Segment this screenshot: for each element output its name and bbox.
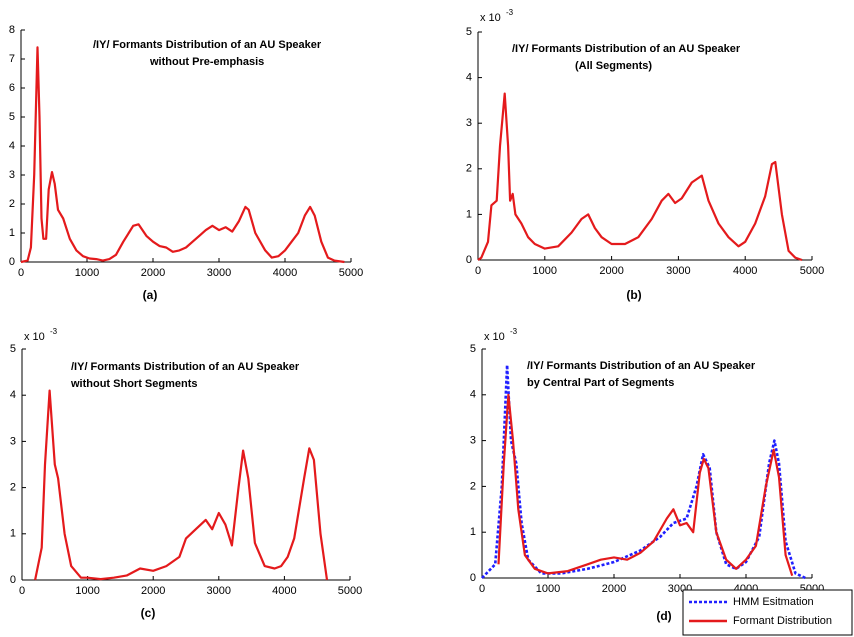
chart-title: /IY/ Formants Distribution of an AU Spea… <box>93 39 322 51</box>
x-tick-label: 2000 <box>141 267 165 279</box>
chart-title: (All Segments) <box>575 60 652 72</box>
chart-title: by Central Part of Segments <box>527 377 674 389</box>
x-tick-label: 1000 <box>536 583 560 595</box>
y-tick-label: 4 <box>9 140 15 152</box>
y-scale-exponent: -3 <box>506 8 514 17</box>
x-tick-label: 5000 <box>339 267 363 279</box>
chart-title: without Short Segments <box>70 378 198 390</box>
y-tick-label: 4 <box>10 389 16 401</box>
x-tick-label: 3000 <box>207 267 231 279</box>
y-tick-label: 6 <box>9 82 15 94</box>
data-line <box>34 389 329 581</box>
y-tick-label: 1 <box>466 208 472 220</box>
y-scale-base: x 10 <box>484 331 505 343</box>
y-tick-label: 2 <box>9 198 15 210</box>
y-scale-base: x 10 <box>24 331 45 343</box>
x-tick-label: 4000 <box>272 585 296 597</box>
panel-label: (c) <box>141 606 156 620</box>
chart-title: /IY/ Formants Distribution of an AU Spea… <box>71 361 300 373</box>
y-tick-label: 0 <box>466 254 472 266</box>
y-tick-label: 0 <box>9 256 15 268</box>
y-tick-label: 3 <box>9 169 15 181</box>
data-line <box>20 46 345 264</box>
y-tick-label: 2 <box>10 482 16 494</box>
y-tick-label: 7 <box>9 53 15 65</box>
y-tick-label: 2 <box>466 163 472 175</box>
legend-label: HMM Esitmation <box>733 596 814 608</box>
y-tick-label: 8 <box>9 24 15 36</box>
y-tick-label: 5 <box>10 343 16 355</box>
chart-title: /IY/ Formants Distribution of an AU Spea… <box>512 43 741 55</box>
y-tick-label: 0 <box>470 572 476 584</box>
data-line <box>477 92 803 262</box>
y-tick-label: 3 <box>470 435 476 447</box>
x-tick-label: 1000 <box>533 265 557 277</box>
y-tick-label: 4 <box>466 72 472 84</box>
data-line <box>497 393 794 577</box>
y-tick-label: 3 <box>10 435 16 447</box>
y-scale-exponent: -3 <box>510 327 518 336</box>
chart-title: /IY/ Formants Distribution of an AU Spea… <box>527 360 756 372</box>
data-line <box>481 363 806 580</box>
x-tick-label: 3000 <box>666 265 690 277</box>
legend-box <box>682 589 853 636</box>
y-tick-label: 0 <box>10 574 16 586</box>
x-tick-label: 0 <box>475 265 481 277</box>
x-tick-label: 4000 <box>733 265 757 277</box>
x-tick-label: 2000 <box>602 583 626 595</box>
panel-label: (a) <box>143 288 158 302</box>
x-tick-label: 0 <box>19 585 25 597</box>
x-tick-label: 4000 <box>273 267 297 279</box>
y-tick-label: 5 <box>466 26 472 38</box>
y-tick-label: 3 <box>466 117 472 129</box>
y-tick-label: 4 <box>470 389 476 401</box>
y-tick-label: 5 <box>470 343 476 355</box>
x-tick-label: 3000 <box>207 585 231 597</box>
y-scale-base: x 10 <box>480 12 501 24</box>
y-scale-exponent: -3 <box>50 327 58 336</box>
legend-label: Formant Distribution <box>733 615 832 627</box>
x-tick-label: 1000 <box>75 585 99 597</box>
x-tick-label: 5000 <box>800 265 824 277</box>
x-tick-label: 2000 <box>599 265 623 277</box>
x-tick-label: 1000 <box>75 267 99 279</box>
y-tick-label: 1 <box>9 227 15 239</box>
x-tick-label: 0 <box>18 267 24 279</box>
panel-label: (b) <box>626 288 641 302</box>
panel-label: (d) <box>656 609 671 623</box>
y-tick-label: 2 <box>470 480 476 492</box>
y-tick-label: 5 <box>9 111 15 123</box>
chart-title: without Pre-emphasis <box>149 56 264 68</box>
y-tick-label: 1 <box>10 528 16 540</box>
x-tick-label: 2000 <box>141 585 165 597</box>
y-tick-label: 1 <box>470 526 476 538</box>
x-tick-label: 5000 <box>338 585 362 597</box>
x-tick-label: 0 <box>479 583 485 595</box>
